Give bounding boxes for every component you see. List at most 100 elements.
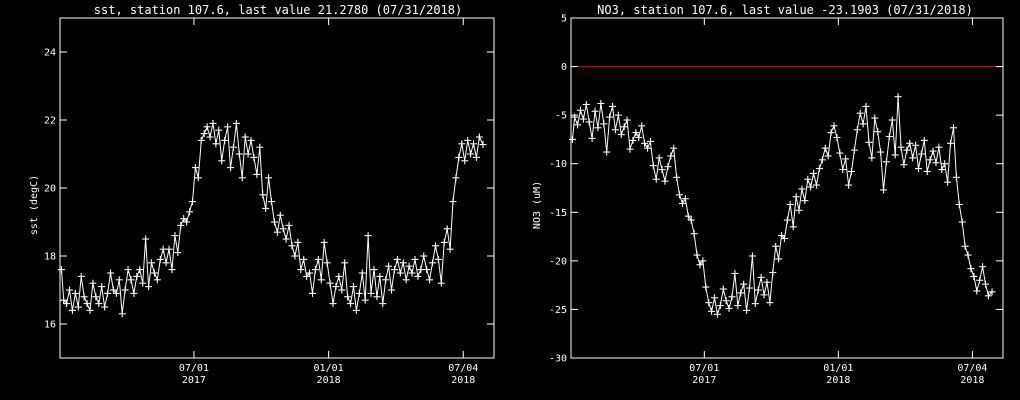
no3-x-tick-label: 07/04 — [957, 363, 987, 374]
sst-data-point — [470, 140, 478, 148]
sst-data-point — [467, 150, 475, 158]
no3-data-point — [795, 206, 803, 214]
sst-data-point — [224, 123, 232, 131]
no3-data-point — [935, 143, 943, 151]
no3-y-tick-label: -10 — [549, 159, 567, 170]
no3-data-point — [579, 115, 587, 123]
sst-data-point — [426, 276, 434, 284]
sst-data-point — [259, 191, 267, 199]
sst-data-point — [355, 289, 363, 297]
sst-data-point — [232, 119, 240, 127]
sst-data-point — [121, 286, 129, 294]
no3-data-point — [638, 122, 646, 130]
sst-data-point — [159, 245, 167, 253]
no3-data-point — [705, 299, 713, 307]
sst-data-point — [475, 133, 483, 141]
no3-y-tick-label: -25 — [549, 305, 567, 316]
no3-data-point — [737, 289, 745, 297]
sst-data-point — [57, 266, 65, 274]
sst-data-point — [373, 293, 381, 301]
sst-data-point — [382, 276, 390, 284]
sst-data-point — [311, 266, 319, 274]
sst-data-point — [326, 279, 334, 287]
sst-data-point — [186, 208, 194, 216]
no3-data-point — [603, 148, 611, 156]
sst-data-point — [294, 238, 302, 246]
no3-data-point — [597, 99, 605, 107]
sst-data-point — [308, 289, 316, 297]
sst-data-point — [329, 300, 337, 308]
sst-data-point — [95, 300, 103, 308]
no3-data-point — [626, 145, 634, 153]
sst-data-point — [335, 272, 343, 280]
sst-data-point — [297, 266, 305, 274]
no3-data-point — [807, 183, 815, 191]
no3-data-point — [845, 181, 853, 189]
no3-data-point — [914, 165, 922, 173]
no3-data-point — [804, 175, 812, 183]
sst-data-point — [276, 211, 284, 219]
no3-data-point — [734, 302, 742, 310]
sst-x-tick-label: 07/01 — [179, 363, 209, 374]
no3-data-point — [961, 242, 969, 250]
sst-data-point — [168, 266, 176, 274]
no3-data-point — [958, 218, 966, 226]
sst-data-point — [390, 266, 398, 274]
no3-data-point — [661, 177, 669, 185]
no3-data-point — [833, 133, 841, 141]
sst-data-point — [66, 286, 74, 294]
no3-x-tick-year: 2017 — [692, 375, 716, 386]
sst-data-point — [317, 276, 325, 284]
sst-data-point — [282, 235, 290, 243]
sst-data-point — [347, 300, 355, 308]
sst-data-point — [156, 255, 164, 263]
sst-data-point — [250, 153, 258, 161]
no3-data-point — [702, 283, 710, 291]
sst-data-point — [411, 255, 419, 263]
sst-data-point — [200, 130, 208, 138]
sst-data-point — [344, 293, 352, 301]
no3-data-point — [827, 129, 835, 137]
sst-data-point — [437, 279, 445, 287]
no3-data-point — [885, 133, 893, 141]
no3-data-point — [789, 223, 797, 231]
sst-data-point — [147, 259, 155, 267]
no3-data-point — [658, 166, 666, 174]
no3-data-point — [772, 242, 780, 250]
sst-data-point — [145, 283, 153, 291]
sst-data-point — [449, 198, 457, 206]
sst-data-point — [464, 136, 472, 144]
no3-data-point — [897, 143, 905, 151]
sst-data-point — [142, 235, 150, 243]
sst-data-point — [367, 289, 375, 297]
sst-data-point — [68, 306, 76, 314]
no3-data-point — [684, 212, 692, 220]
no3-x-tick-year: 2018 — [826, 375, 850, 386]
sst-data-point — [361, 296, 369, 304]
no3-data-point — [635, 133, 643, 141]
sst-data-point — [452, 174, 460, 182]
sst-data-point — [399, 259, 407, 267]
sst-data-point — [133, 272, 141, 280]
no3-data-point — [880, 186, 888, 194]
no3-data-point — [970, 272, 978, 280]
sst-data-point — [227, 164, 235, 172]
sst-data-point — [479, 141, 487, 149]
sst-data-point — [285, 221, 293, 229]
no3-data-point — [891, 151, 899, 159]
no3-data-point — [865, 138, 873, 146]
sst-data-point — [165, 245, 173, 253]
sst-data-point — [434, 255, 442, 263]
no3-data-point — [944, 178, 952, 186]
no3-data-point — [815, 165, 823, 173]
no3-data-point — [760, 291, 768, 299]
sst-data-point — [320, 238, 328, 246]
sst-data-point — [238, 174, 246, 182]
sst-data-point — [183, 218, 191, 226]
no3-data-point — [775, 255, 783, 263]
sst-data-point — [288, 242, 296, 250]
no3-data-point — [643, 144, 651, 152]
sst-y-tick-label: 16 — [44, 320, 56, 331]
no3-data-point — [856, 109, 864, 117]
no3-y-tick-label: -5 — [555, 111, 567, 122]
